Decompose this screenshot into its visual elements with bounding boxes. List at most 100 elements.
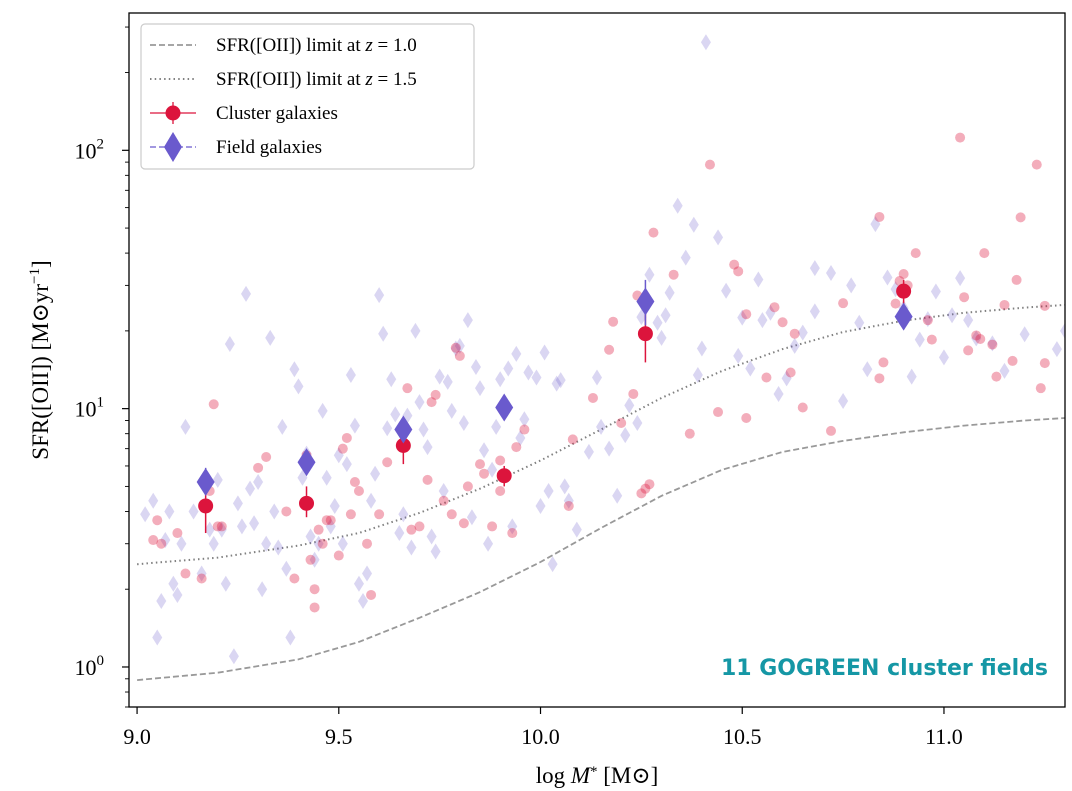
cluster-point [955, 132, 966, 143]
field-point [999, 362, 1010, 379]
cluster-point [519, 424, 530, 435]
legend-entry-limit-z15: SFR([OII]) limit at z = 1.5 [216, 69, 417, 90]
field-point [321, 469, 332, 486]
field-point [313, 535, 324, 552]
limit-curve-z1 [137, 417, 1065, 681]
field-point [487, 461, 498, 478]
cluster-point [261, 451, 272, 462]
field-point [515, 429, 526, 446]
field-point [846, 277, 857, 294]
field-point [317, 402, 328, 419]
field-point [434, 368, 445, 385]
cluster-point [382, 457, 393, 468]
cluster-point [305, 554, 316, 565]
field-point [688, 216, 699, 233]
cluster-point [341, 432, 352, 443]
field-point [624, 397, 635, 414]
field-point [906, 368, 917, 385]
field-point [870, 216, 881, 233]
field-point [680, 249, 691, 266]
y-tick-label: 101 [75, 395, 105, 422]
cluster-point [406, 524, 417, 535]
field-point [930, 283, 941, 300]
cluster-point [838, 298, 849, 309]
cluster-point [616, 417, 627, 428]
field-point [281, 560, 292, 577]
field-point [438, 482, 449, 499]
field-point [596, 418, 607, 435]
cluster-median-point [198, 498, 214, 514]
field-point [733, 347, 744, 364]
x-tick-label: 9.5 [325, 724, 353, 749]
cluster-point [587, 392, 598, 403]
field-point [353, 575, 364, 592]
legend-entry-cluster: Cluster galaxies [216, 103, 338, 124]
field-point [450, 340, 461, 357]
cluster-point [894, 275, 905, 286]
field-point [358, 593, 368, 610]
field-point [253, 474, 264, 491]
field-point [208, 535, 219, 552]
field-point [232, 495, 243, 512]
field-point [797, 324, 808, 341]
field-point [378, 325, 389, 342]
field-point [511, 345, 522, 362]
field-point [241, 285, 251, 302]
field-point [333, 447, 344, 464]
legend-field-marker [164, 132, 182, 162]
cluster-point [366, 589, 377, 600]
field-point [442, 373, 453, 390]
field-point [386, 371, 397, 388]
cluster-point [430, 389, 441, 400]
field-point [1019, 326, 1030, 343]
field-point [555, 372, 566, 389]
cluster-point [1015, 212, 1026, 223]
x-axis-ticks: 9.0 9.5 10.0 10.5 11.0 [123, 707, 963, 749]
field-point [854, 314, 865, 331]
field-point [963, 312, 974, 329]
field-median-point [394, 415, 413, 444]
cluster-point [684, 428, 695, 439]
field-point [559, 478, 570, 495]
field-point [503, 360, 514, 377]
field-point [349, 417, 360, 434]
field-point [1060, 322, 1065, 339]
field-point [737, 309, 748, 326]
cluster-point [148, 535, 159, 546]
cluster-point [309, 602, 320, 613]
field-point [410, 322, 421, 339]
cluster-point [1035, 383, 1046, 394]
cluster-point [454, 350, 465, 361]
field-point [341, 456, 352, 473]
cluster-point [874, 373, 885, 384]
cluster-median-point [299, 495, 315, 511]
cluster-point [636, 488, 647, 499]
cluster-point [959, 292, 970, 303]
cluster-median-point [896, 283, 912, 299]
cluster-point [563, 500, 574, 511]
field-point [148, 492, 159, 509]
cluster-point [152, 515, 163, 526]
cluster-point [337, 443, 348, 454]
cluster-point [1039, 300, 1050, 311]
cluster-point [761, 372, 772, 383]
field-point [261, 535, 272, 552]
cluster-point [212, 521, 223, 532]
field-point [971, 330, 982, 347]
field-point [604, 440, 615, 457]
cluster-point [172, 528, 183, 539]
field-point [809, 303, 820, 320]
cluster-point [910, 248, 921, 259]
cluster-point [878, 357, 889, 368]
field-point [789, 337, 800, 354]
field-point [656, 329, 667, 346]
field-point [180, 418, 191, 435]
cluster-point [446, 509, 457, 520]
cluster-point [741, 412, 752, 423]
plot-frame [128, 12, 1066, 708]
cluster-point [374, 509, 385, 520]
field-point [269, 503, 280, 520]
field-point [345, 366, 356, 383]
field-point [160, 532, 171, 549]
cluster-point [313, 524, 324, 535]
